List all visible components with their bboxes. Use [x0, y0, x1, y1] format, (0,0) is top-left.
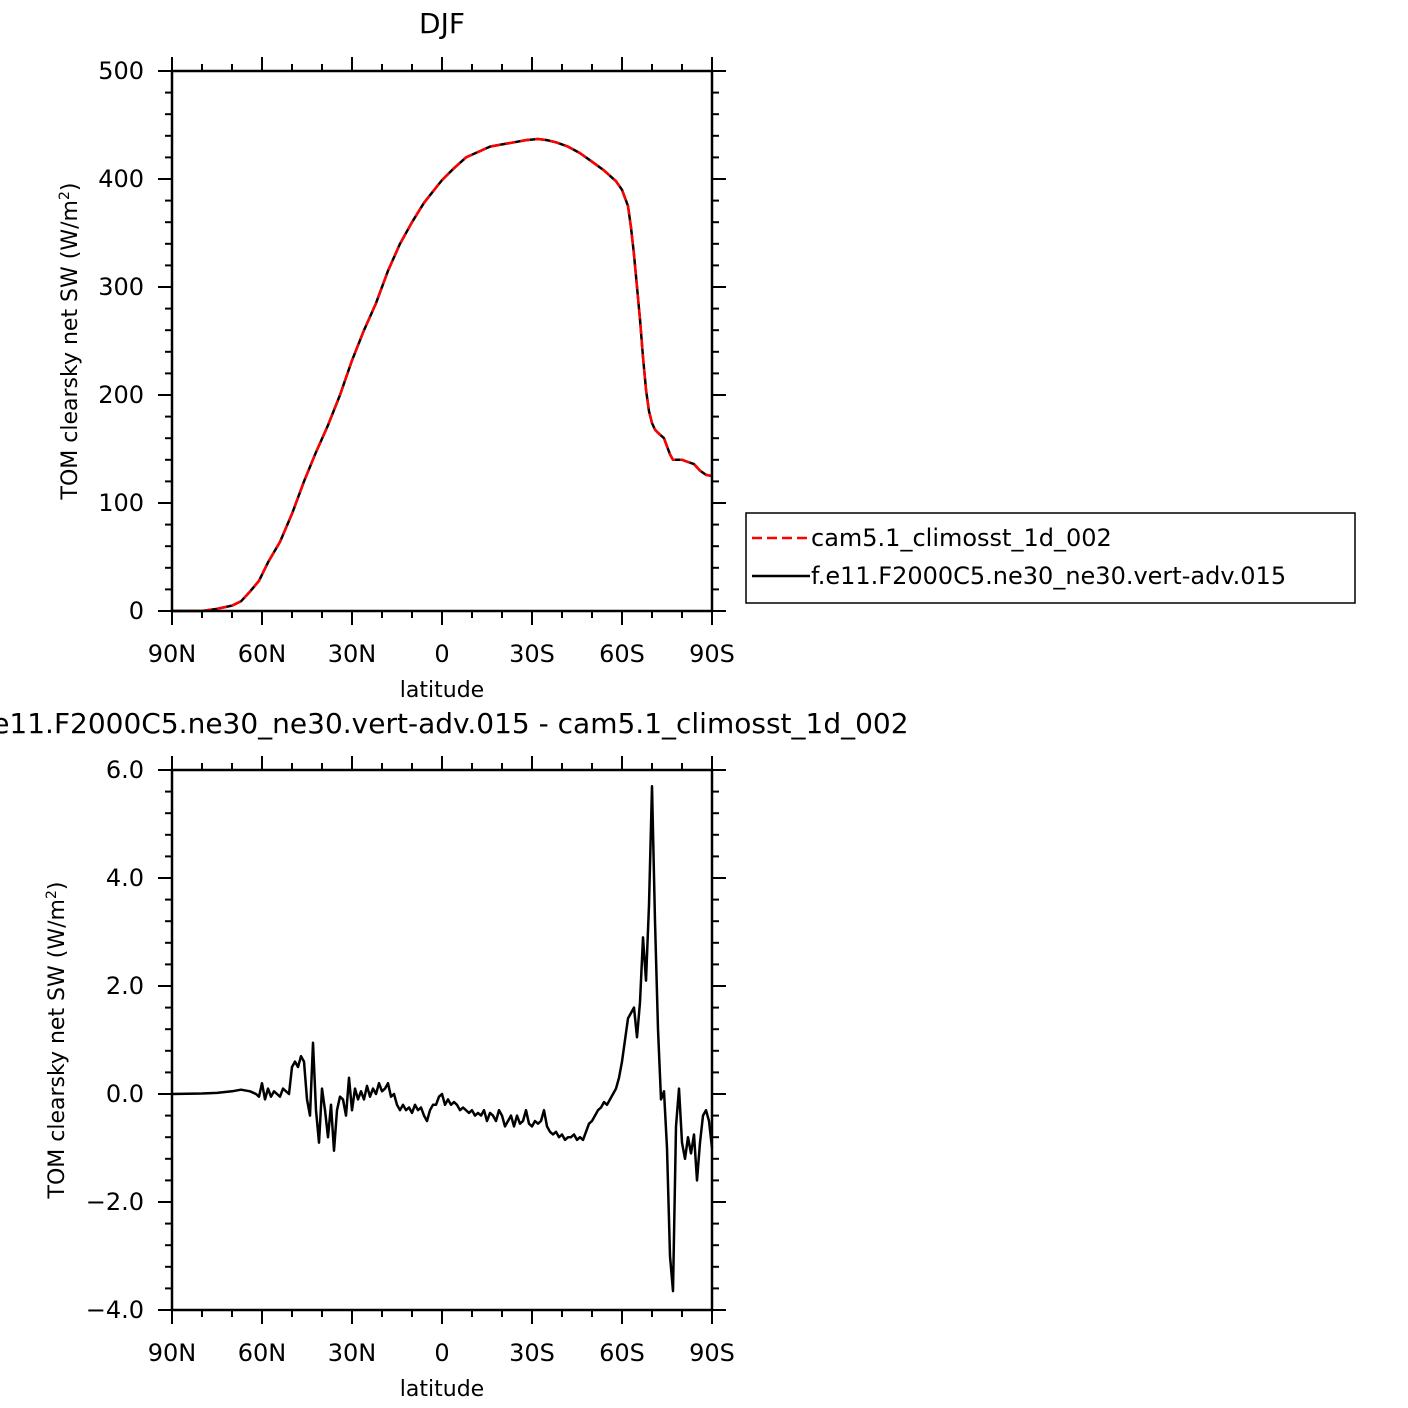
legend-entry-1: cam5.1_climosst_1d_002 [811, 524, 1112, 552]
top-x-tick-label: 30S [509, 640, 555, 668]
bottom-ticks: 90N 60N 30N 0 30S 60S 90S −4.0 −2.0 0.0 2.0 4.0 6.0 [86, 756, 735, 1367]
top-ylabel-sup: 2 [57, 191, 73, 200]
top-x-tick-label: 0 [434, 640, 449, 668]
top-y-tick-label: 200 [98, 381, 144, 409]
top-y-tick-label: 500 [98, 57, 144, 85]
bottom-series-line-1 [171, 784, 714, 1293]
bottom-x-tick-label: 60S [599, 1339, 645, 1367]
top-x-tick-label: 90N [148, 640, 197, 668]
top-y-tick-label: 0 [129, 597, 144, 625]
top-ylabel-end: ) [58, 183, 83, 192]
bottom-y-axis-label: TOM clearsky net SW (W/m2) [44, 882, 70, 1200]
top-x-tick-label: 30N [328, 640, 377, 668]
bottom-plot-title: f.e11.F2000C5.ne30_ne30.vert-adv.015 - c… [0, 707, 909, 740]
top-x-tick-label: 60S [599, 640, 645, 668]
bottom-ylabel-end: ) [45, 882, 70, 891]
bottom-plot-frame [170, 768, 714, 1312]
bottom-ylabel-main: TOM clearsky net SW (W/m [45, 899, 70, 1199]
bottom-y-tick-label: −4.0 [86, 1296, 144, 1324]
svg-text:TOM clearsky net SW (W/m2): TOM clearsky net SW (W/m2) [57, 183, 83, 501]
bottom-y-tick-label: 6.0 [106, 756, 144, 784]
top-panel: DJF TOM clearsky net SW (W/m2) latitude … [57, 7, 735, 703]
top-x-tick-label: 60N [238, 640, 287, 668]
top-ticks: 90N 60N 30N 0 30S 60S 90S 0 100 200 300 400 500 [98, 57, 735, 668]
bottom-x-tick-label: 60N [238, 1339, 287, 1367]
bottom-x-tick-label: 0 [434, 1339, 449, 1367]
top-plot-title: DJF [419, 7, 465, 40]
top-series-line-2 [172, 137, 713, 613]
bottom-y-tick-label: 0.0 [106, 1080, 144, 1108]
legend-box [745, 512, 1356, 604]
top-y-axis-label: TOM clearsky net SW (W/m2) [57, 183, 83, 501]
top-series-layer [172, 137, 713, 613]
bottom-x-tick-label: 30N [328, 1339, 377, 1367]
top-y-tick-label: 100 [98, 489, 144, 517]
bottom-x-tick-label: 90S [689, 1339, 735, 1367]
svg-text:TOM clearsky net SW (W/m2): TOM clearsky net SW (W/m2) [44, 882, 70, 1200]
top-x-axis-label: latitude [400, 678, 484, 703]
top-plot-frame [170, 69, 714, 613]
legend: cam5.1_climosst_1d_002 f.e11.F2000C5.ne3… [745, 512, 1356, 604]
bottom-x-axis-label: latitude [400, 1377, 484, 1402]
bottom-y-tick-label: 2.0 [106, 972, 144, 1000]
top-ylabel-main: TOM clearsky net SW (W/m [58, 200, 83, 500]
bottom-series-layer [171, 784, 714, 1293]
bottom-y-tick-label: −2.0 [86, 1188, 144, 1216]
bottom-x-tick-label: 90N [148, 1339, 197, 1367]
bottom-y-tick-label: 4.0 [106, 864, 144, 892]
bottom-ylabel-sup: 2 [44, 890, 60, 899]
top-x-tick-label: 90S [689, 640, 735, 668]
top-y-tick-label: 400 [98, 165, 144, 193]
legend-entry-2: f.e11.F2000C5.ne30_ne30.vert-adv.015 [811, 562, 1286, 590]
bottom-x-tick-label: 30S [509, 1339, 555, 1367]
bottom-panel: f.e11.F2000C5.ne30_ne30.vert-adv.015 - c… [0, 707, 909, 1402]
top-y-tick-label: 300 [98, 273, 144, 301]
top-series-line-1 [172, 137, 713, 613]
